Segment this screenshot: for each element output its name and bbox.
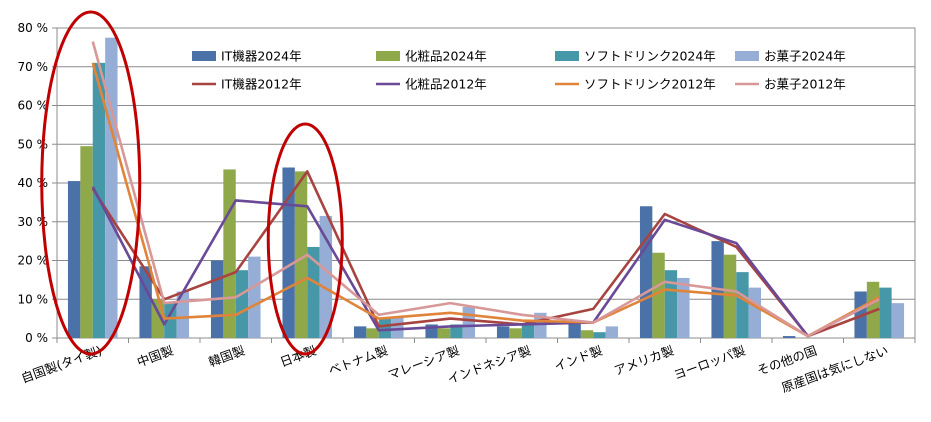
y-tick-label: 70 % bbox=[18, 60, 49, 74]
x-tick-label: 韓国製 bbox=[206, 343, 246, 370]
series-line bbox=[91, 170, 880, 338]
bar bbox=[736, 272, 749, 338]
annotations bbox=[40, 10, 344, 356]
x-axis: 自国製(タイ製) 中国製 韓国製 日本製 ベトナム製マレーシア製インドネシア製 インド製ア… bbox=[19, 338, 916, 395]
x-tick-label: インド製 bbox=[552, 343, 604, 374]
bar bbox=[462, 307, 476, 338]
x-tick-label: 中国製 bbox=[135, 343, 175, 370]
x-tick-label: 自国製(タイ製) bbox=[19, 343, 104, 386]
legend-label: お菓子2024年 bbox=[764, 49, 846, 64]
bar bbox=[593, 332, 606, 338]
bar bbox=[223, 169, 236, 338]
bar bbox=[521, 324, 535, 338]
legend-label: お菓子2012年 bbox=[764, 77, 846, 92]
bar bbox=[652, 252, 665, 338]
bar bbox=[307, 246, 320, 338]
bar bbox=[639, 206, 653, 338]
bar bbox=[353, 326, 367, 338]
bar bbox=[378, 318, 392, 338]
x-tick-label: アメリカ製 bbox=[612, 343, 676, 378]
x-tick-label: ヨーロッパ製 bbox=[672, 343, 748, 383]
bar bbox=[748, 287, 762, 338]
bars bbox=[67, 37, 905, 338]
bar bbox=[580, 330, 594, 338]
legend-label: ソフトドリンク2024年 bbox=[584, 49, 716, 64]
y-tick-label: 60 % bbox=[18, 99, 49, 113]
series-line bbox=[91, 41, 880, 338]
bar bbox=[80, 146, 93, 338]
bar bbox=[723, 254, 737, 338]
y-tick-label: 50 % bbox=[18, 137, 49, 151]
legend-swatch bbox=[192, 51, 216, 61]
legend-swatch bbox=[555, 51, 579, 61]
y-tick-label: 30 % bbox=[18, 215, 49, 229]
bar bbox=[450, 324, 463, 338]
bar bbox=[568, 322, 581, 338]
bar bbox=[282, 167, 295, 338]
bar bbox=[235, 270, 249, 338]
bar bbox=[319, 215, 333, 338]
bar bbox=[248, 256, 261, 338]
bar bbox=[605, 326, 619, 338]
bar bbox=[164, 303, 177, 338]
legend-label: ソフトドリンク2012年 bbox=[584, 77, 716, 92]
bar bbox=[105, 37, 118, 338]
x-tick-label: 日本製 bbox=[278, 343, 318, 370]
highlight-ellipse bbox=[40, 10, 142, 356]
legend-label: 化粧品2012年 bbox=[405, 77, 487, 92]
legend-label: 化粧品2024年 bbox=[405, 49, 487, 64]
series-line bbox=[91, 186, 880, 338]
bar bbox=[677, 277, 690, 338]
x-tick-label: ベトナム製 bbox=[326, 343, 390, 378]
bar bbox=[294, 171, 308, 338]
series-lines bbox=[91, 41, 880, 338]
bar bbox=[366, 328, 379, 338]
legend-swatch bbox=[376, 51, 400, 61]
bar bbox=[782, 336, 796, 338]
legend: IT機器2024年 化粧品2024年 ソフトドリンク2024年 お菓子2024年 IT機… bbox=[192, 49, 846, 92]
bar bbox=[496, 326, 510, 338]
y-tick-label: 40 % bbox=[18, 176, 49, 190]
legend-label: IT機器2024年 bbox=[221, 49, 302, 64]
series-line bbox=[91, 62, 880, 338]
y-tick-label: 10 % bbox=[18, 292, 49, 306]
legend-label: IT機器2012年 bbox=[221, 77, 302, 92]
bar bbox=[437, 328, 451, 338]
bar bbox=[67, 181, 81, 338]
y-tick-label: 20 % bbox=[18, 254, 49, 268]
legend-swatch bbox=[735, 51, 759, 61]
y-axis: 0 % 10 % 20 % 30 % 40 % 50 % 60 % 70 % 80 % bbox=[18, 21, 57, 345]
bar bbox=[891, 303, 905, 338]
bar bbox=[509, 328, 522, 338]
y-tick-label: 0 % bbox=[25, 331, 48, 345]
bar bbox=[664, 270, 678, 338]
bar bbox=[879, 287, 892, 338]
highlight-ellipse bbox=[266, 122, 344, 356]
bar bbox=[391, 316, 404, 338]
y-tick-label: 80 % bbox=[18, 21, 49, 35]
